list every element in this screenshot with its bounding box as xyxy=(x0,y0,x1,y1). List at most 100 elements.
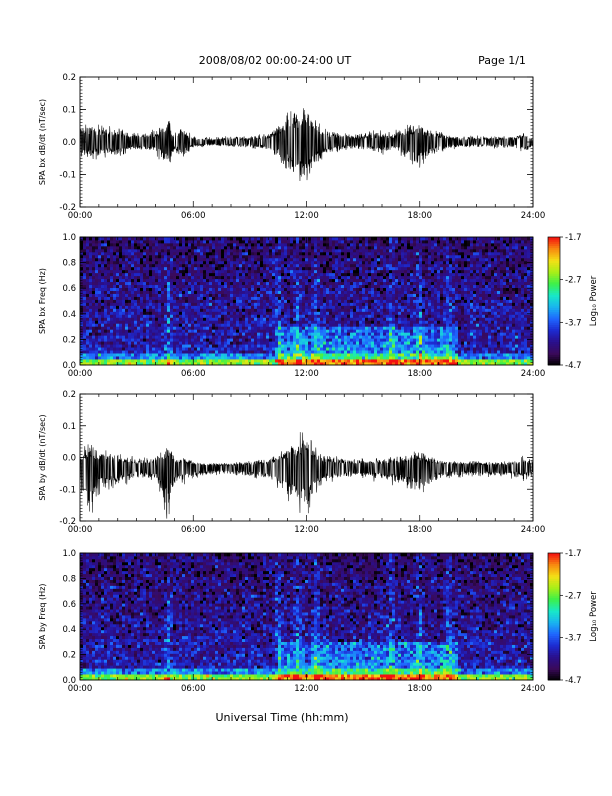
heatmap-cell xyxy=(230,264,233,267)
heatmap-cell xyxy=(260,279,263,282)
heatmap-cell xyxy=(212,255,215,258)
heatmap-cell xyxy=(368,335,371,338)
heatmap-cell xyxy=(164,288,167,291)
heatmap-cell xyxy=(224,252,227,255)
heatmap-cell xyxy=(323,252,326,255)
heatmap-cell xyxy=(344,326,347,329)
heatmap-cell xyxy=(83,291,86,294)
heatmap-cell xyxy=(347,240,350,243)
heatmap-cell xyxy=(329,308,332,311)
heatmap-cell xyxy=(311,297,314,300)
heatmap-cell xyxy=(314,267,317,270)
heatmap-cell xyxy=(179,308,182,311)
heatmap-cell xyxy=(311,353,314,356)
heatmap-cell xyxy=(320,311,323,314)
heatmap-cell xyxy=(326,273,329,276)
heatmap-cell xyxy=(386,294,389,297)
heatmap-cell xyxy=(215,243,218,246)
heatmap-cell xyxy=(395,273,398,276)
heatmap-cell xyxy=(410,347,413,350)
heatmap-cell xyxy=(368,353,371,356)
heatmap-cell xyxy=(188,237,191,240)
heatmap-cell xyxy=(314,302,317,305)
heatmap-cell xyxy=(236,335,239,338)
heatmap-cell xyxy=(116,320,119,323)
heatmap-cell xyxy=(281,240,284,243)
heatmap-cell xyxy=(410,240,413,243)
heatmap-cell xyxy=(323,261,326,264)
heatmap-cell xyxy=(368,282,371,285)
heatmap-cell xyxy=(182,285,185,288)
heatmap-cell xyxy=(194,288,197,291)
heatmap-cell xyxy=(227,255,230,258)
heatmap-cell xyxy=(140,329,143,332)
heatmap-cell xyxy=(263,347,266,350)
heatmap-cell xyxy=(386,276,389,279)
heatmap-cell xyxy=(146,267,149,270)
heatmap-cell xyxy=(374,305,377,308)
heatmap-cell xyxy=(314,297,317,300)
heatmap-cell xyxy=(179,356,182,359)
heatmap-cell xyxy=(158,243,161,246)
heatmap-cell xyxy=(122,332,125,335)
heatmap-cell xyxy=(89,326,92,329)
heatmap-cell xyxy=(356,329,359,332)
heatmap-cell xyxy=(407,320,410,323)
heatmap-cell xyxy=(209,323,212,326)
heatmap-cell xyxy=(305,252,308,255)
heatmap-cell xyxy=(338,332,341,335)
heatmap-cell xyxy=(380,285,383,288)
heatmap-cell xyxy=(164,329,167,332)
heatmap-cell xyxy=(152,255,155,258)
heatmap-cell xyxy=(365,288,368,291)
heatmap-cell xyxy=(191,314,194,317)
heatmap-cell xyxy=(284,300,287,303)
heatmap-cell xyxy=(296,276,299,279)
heatmap-cell xyxy=(206,311,209,314)
heatmap-cell xyxy=(236,300,239,303)
heatmap-cell xyxy=(164,264,167,267)
heatmap-cell xyxy=(398,264,401,267)
heatmap-cell xyxy=(233,270,236,273)
heatmap-cell xyxy=(200,255,203,258)
heatmap-cell xyxy=(371,344,374,347)
heatmap-cell xyxy=(161,332,164,335)
heatmap-cell xyxy=(296,314,299,317)
heatmap-cell xyxy=(302,302,305,305)
heatmap-cell xyxy=(179,341,182,344)
heatmap-cell xyxy=(260,356,263,359)
heatmap-cell xyxy=(116,344,119,347)
heatmap-cell xyxy=(215,356,218,359)
heatmap-cell xyxy=(389,341,392,344)
heatmap-cell xyxy=(380,347,383,350)
heatmap-cell xyxy=(308,314,311,317)
heatmap-cell xyxy=(191,302,194,305)
heatmap-cell xyxy=(149,294,152,297)
heatmap-cell xyxy=(341,305,344,308)
heatmap-cell xyxy=(140,255,143,258)
heatmap-cell xyxy=(293,282,296,285)
heatmap-cell xyxy=(125,279,128,282)
heatmap-cell xyxy=(137,270,140,273)
heatmap-cell xyxy=(239,258,242,261)
heatmap-cell xyxy=(257,288,260,291)
heatmap-cell xyxy=(140,338,143,341)
heatmap-cell xyxy=(182,341,185,344)
heatmap-cell xyxy=(335,249,338,252)
heatmap-cell xyxy=(206,246,209,249)
heatmap-cell xyxy=(212,329,215,332)
heatmap-cell xyxy=(278,329,281,332)
heatmap-cell xyxy=(296,344,299,347)
heatmap-cell xyxy=(161,305,164,308)
heatmap-cell xyxy=(311,288,314,291)
heatmap-cell xyxy=(299,359,302,362)
heatmap-cell xyxy=(215,297,218,300)
heatmap-cell xyxy=(161,311,164,314)
heatmap-cell xyxy=(107,305,110,308)
heatmap-cell xyxy=(395,294,398,297)
heatmap-cell xyxy=(404,285,407,288)
heatmap-cell xyxy=(359,243,362,246)
heatmap-cell xyxy=(299,297,302,300)
heatmap-cell xyxy=(179,261,182,264)
heatmap-cell xyxy=(146,359,149,362)
